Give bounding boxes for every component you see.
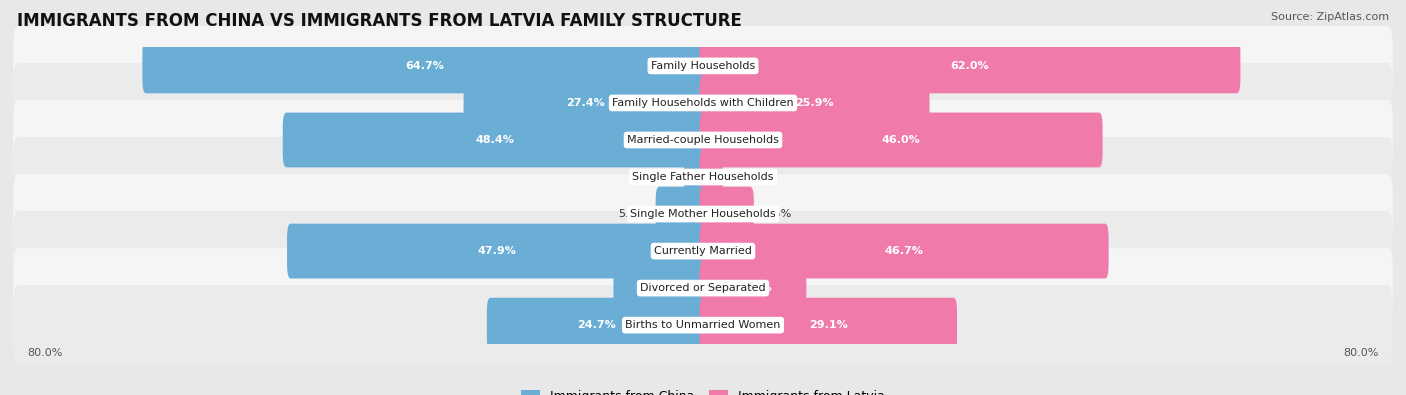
FancyBboxPatch shape [13, 100, 1393, 180]
Text: 24.7%: 24.7% [578, 320, 616, 330]
FancyBboxPatch shape [613, 261, 706, 316]
FancyBboxPatch shape [700, 38, 1240, 93]
Text: 10.0%: 10.0% [641, 283, 679, 293]
Text: Single Father Households: Single Father Households [633, 172, 773, 182]
FancyBboxPatch shape [142, 38, 706, 93]
FancyBboxPatch shape [655, 186, 706, 241]
Text: Family Households with Children: Family Households with Children [612, 98, 794, 108]
Text: Single Mother Households: Single Mother Households [630, 209, 776, 219]
Text: IMMIGRANTS FROM CHINA VS IMMIGRANTS FROM LATVIA FAMILY STRUCTURE: IMMIGRANTS FROM CHINA VS IMMIGRANTS FROM… [17, 12, 742, 30]
FancyBboxPatch shape [700, 186, 754, 241]
FancyBboxPatch shape [13, 211, 1393, 291]
FancyBboxPatch shape [464, 75, 706, 130]
Text: Source: ZipAtlas.com: Source: ZipAtlas.com [1271, 12, 1389, 22]
FancyBboxPatch shape [700, 75, 929, 130]
FancyBboxPatch shape [13, 63, 1393, 143]
Text: Family Households: Family Households [651, 61, 755, 71]
Text: 46.7%: 46.7% [884, 246, 924, 256]
Legend: Immigrants from China, Immigrants from Latvia: Immigrants from China, Immigrants from L… [522, 389, 884, 395]
FancyBboxPatch shape [700, 113, 1102, 167]
Text: 1.9%: 1.9% [733, 172, 761, 182]
Text: 11.6%: 11.6% [734, 283, 772, 293]
FancyBboxPatch shape [13, 174, 1393, 254]
FancyBboxPatch shape [486, 298, 706, 352]
Text: Currently Married: Currently Married [654, 246, 752, 256]
Text: 80.0%: 80.0% [27, 348, 62, 358]
Text: 48.4%: 48.4% [475, 135, 515, 145]
FancyBboxPatch shape [700, 150, 723, 205]
Text: 1.8%: 1.8% [647, 172, 675, 182]
FancyBboxPatch shape [13, 285, 1393, 365]
Text: 47.9%: 47.9% [477, 246, 516, 256]
FancyBboxPatch shape [685, 150, 706, 205]
FancyBboxPatch shape [287, 224, 706, 278]
Text: 29.1%: 29.1% [808, 320, 848, 330]
Text: 62.0%: 62.0% [950, 61, 990, 71]
Text: 46.0%: 46.0% [882, 135, 921, 145]
Text: 5.5%: 5.5% [763, 209, 792, 219]
FancyBboxPatch shape [13, 137, 1393, 217]
Text: 80.0%: 80.0% [1344, 348, 1379, 358]
Text: 64.7%: 64.7% [405, 61, 444, 71]
Text: 25.9%: 25.9% [796, 98, 834, 108]
FancyBboxPatch shape [700, 261, 807, 316]
Text: 27.4%: 27.4% [565, 98, 605, 108]
Text: Married-couple Households: Married-couple Households [627, 135, 779, 145]
FancyBboxPatch shape [13, 26, 1393, 106]
FancyBboxPatch shape [700, 224, 1108, 278]
Text: 5.1%: 5.1% [617, 209, 647, 219]
FancyBboxPatch shape [283, 113, 706, 167]
FancyBboxPatch shape [13, 248, 1393, 328]
FancyBboxPatch shape [700, 298, 957, 352]
Text: Divorced or Separated: Divorced or Separated [640, 283, 766, 293]
Text: Births to Unmarried Women: Births to Unmarried Women [626, 320, 780, 330]
